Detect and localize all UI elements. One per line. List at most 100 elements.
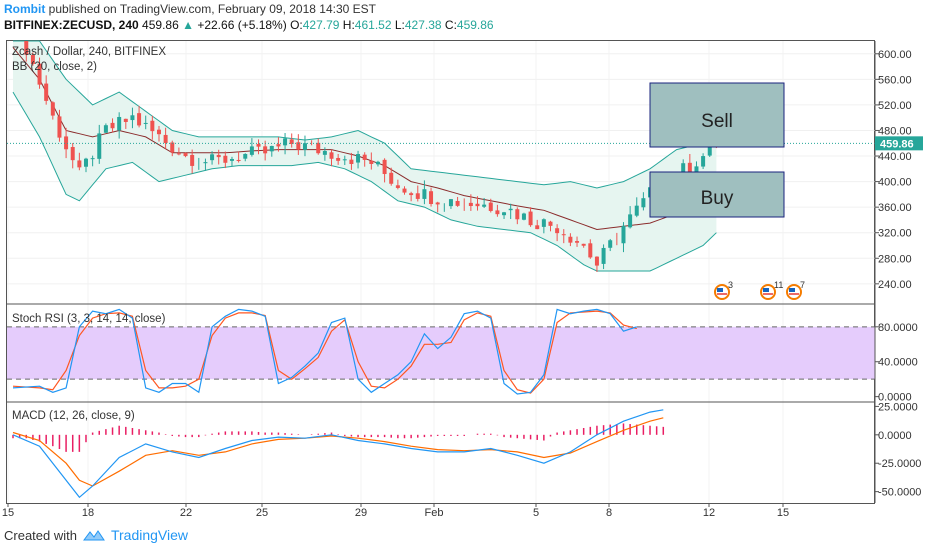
- x-tick-label: 5: [533, 507, 539, 519]
- x-tick-label: 18: [82, 507, 94, 519]
- candle-body: [548, 221, 553, 226]
- price-pane-title: Zcash / Dollar, 240, BITFINEX: [12, 46, 167, 58]
- candle-body: [575, 241, 580, 243]
- open-label: O:: [290, 18, 303, 32]
- candle-body: [581, 243, 586, 246]
- author-name[interactable]: Rombit: [4, 2, 46, 16]
- candle-body: [216, 154, 221, 158]
- candle-body: [243, 153, 248, 159]
- candle-body: [50, 102, 55, 116]
- event-flag-icon: [717, 288, 723, 292]
- published-text: published on TradingView.com, February 0…: [48, 2, 376, 16]
- candle-body: [229, 158, 234, 161]
- candle-body: [283, 138, 288, 146]
- sell-box: [649, 82, 785, 148]
- close-label: C:: [444, 18, 457, 32]
- candle-body: [24, 41, 29, 55]
- candle-body: [170, 142, 175, 153]
- candle-body: [362, 154, 367, 160]
- x-tick-label: 15: [2, 507, 14, 519]
- price-tick-label: 560.00: [878, 74, 912, 86]
- candle-body: [342, 159, 347, 161]
- event-flag-count: 11: [774, 280, 783, 290]
- candle-body: [123, 118, 128, 122]
- event-flag-icon: [763, 288, 769, 292]
- x-tick-label: Feb: [425, 507, 444, 519]
- candle-body: [329, 152, 334, 159]
- candle-body: [429, 191, 434, 204]
- candle-body: [502, 212, 507, 216]
- candle-body: [210, 154, 215, 161]
- candle-body: [555, 228, 560, 234]
- bb-lower-band: [12, 91, 717, 272]
- macd-signal-line: [12, 417, 664, 487]
- candle-body: [57, 116, 62, 138]
- candle-body: [150, 120, 155, 132]
- candle-body: [236, 159, 241, 161]
- macd-tick-label: 25.0000: [878, 401, 918, 413]
- x-tick-label: 22: [180, 507, 192, 519]
- candle-body: [356, 154, 361, 163]
- candle-body: [402, 188, 407, 193]
- candle-body: [375, 161, 380, 165]
- candle-body: [488, 202, 493, 211]
- price-tick-label: 480.00: [878, 125, 912, 137]
- candle-body: [137, 113, 142, 126]
- brand-name[interactable]: TradingView: [110, 527, 189, 543]
- candle-body: [482, 204, 487, 207]
- candle-body: [269, 145, 274, 152]
- candle-body: [634, 205, 639, 216]
- candle-body: [163, 134, 168, 143]
- event-flag-count: 7: [800, 280, 805, 290]
- candle-body: [249, 146, 254, 155]
- candle-body: [422, 189, 427, 199]
- candle-body: [349, 159, 354, 165]
- high-value: 461.52: [354, 18, 392, 32]
- close-value: 459.86: [456, 18, 494, 32]
- publish-line: Rombit published on TradingView.com, Feb…: [4, 2, 376, 16]
- candle-body: [190, 154, 195, 166]
- candle-body: [687, 162, 692, 173]
- bb-legend: BB (20, close, 2): [12, 61, 98, 73]
- price-tick-label: 280.00: [878, 253, 912, 265]
- candle-body: [621, 225, 626, 244]
- price-tick-label: 600.00: [878, 49, 912, 61]
- last-price: 459.86: [142, 18, 179, 32]
- price-tick-label: 400.00: [878, 177, 912, 189]
- price-tick-label: 360.00: [878, 202, 912, 214]
- macd-tick-label: -50.0000: [878, 487, 921, 499]
- x-tick-label: 8: [606, 507, 612, 519]
- macd-tick-label: -25.0000: [878, 458, 921, 470]
- rsi-tick-label: 0.0000: [878, 392, 912, 404]
- candle-body: [528, 211, 533, 226]
- candle-body: [130, 115, 135, 121]
- candle-body: [302, 143, 307, 150]
- candle-body: [707, 143, 712, 156]
- macd-legend: MACD (12, 26, close, 9): [12, 410, 135, 422]
- candle-body: [594, 256, 599, 266]
- candle-body: [435, 202, 440, 205]
- candle-body: [289, 139, 294, 145]
- event-flag-icon: [789, 288, 795, 292]
- candle-body: [97, 133, 102, 159]
- candle-body: [103, 125, 108, 133]
- x-tick-label: 29: [355, 507, 367, 519]
- candle-body: [561, 234, 566, 236]
- buy-box: [649, 171, 785, 218]
- candle-body: [508, 208, 513, 211]
- candle-body: [77, 160, 82, 168]
- price-tick-label: 240.00: [878, 279, 912, 291]
- candle-body: [448, 199, 453, 207]
- macd-line: [12, 409, 664, 499]
- price-tick-label: 440.00: [878, 151, 912, 163]
- candle-body: [156, 129, 161, 135]
- up-arrow-icon: ▲: [182, 18, 194, 32]
- candle-body: [117, 116, 122, 131]
- candle-body: [694, 166, 699, 173]
- candle-body: [183, 152, 188, 157]
- candle-body: [701, 156, 706, 167]
- candle-body: [336, 157, 341, 161]
- candle-body: [601, 247, 606, 264]
- candle-body: [176, 153, 181, 155]
